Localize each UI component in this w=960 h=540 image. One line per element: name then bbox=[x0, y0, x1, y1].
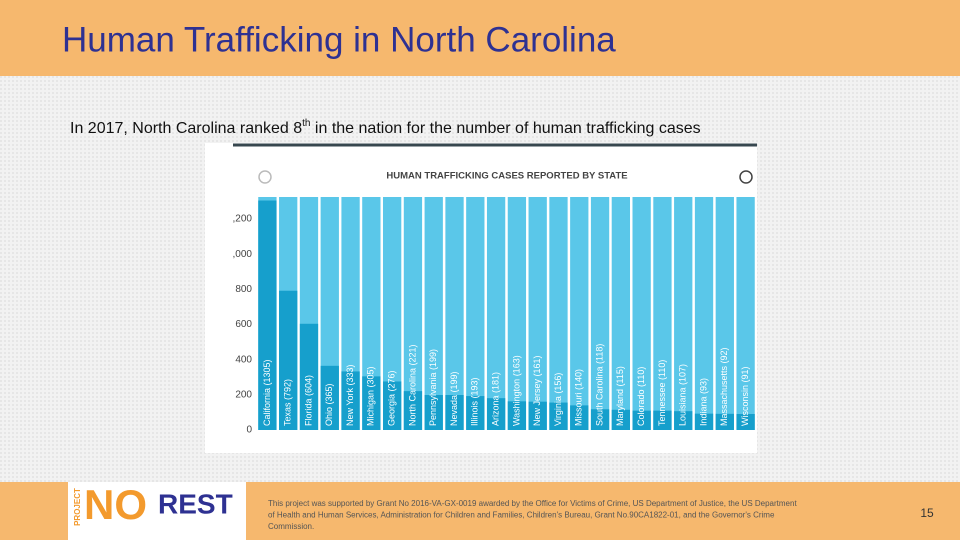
x-tick-label: Tennessee (110) bbox=[657, 360, 667, 426]
bar bbox=[320, 365, 339, 430]
x-tick-label: Massachusetts (92) bbox=[719, 347, 729, 426]
x-tick-label: Maryland (115) bbox=[615, 366, 625, 426]
y-tick-label: 800 bbox=[235, 284, 252, 295]
x-tick-label: Ohio (365) bbox=[324, 383, 334, 426]
bar-background bbox=[403, 197, 423, 430]
x-tick-label: New Jersey (161) bbox=[532, 355, 542, 426]
x-tick-label: California (1305) bbox=[262, 359, 272, 426]
bar-background bbox=[653, 197, 672, 430]
logo-no: NO bbox=[84, 481, 147, 528]
bar bbox=[611, 409, 631, 430]
bar bbox=[528, 401, 547, 430]
bar bbox=[674, 411, 693, 430]
logo-rest: REST bbox=[158, 488, 233, 519]
bar bbox=[570, 405, 589, 430]
bar-background bbox=[424, 197, 443, 430]
bar bbox=[590, 409, 610, 430]
next-arrow[interactable] bbox=[739, 170, 753, 184]
x-tick-label: Washington (163) bbox=[511, 355, 521, 426]
x-tick-label: Virginia (156) bbox=[553, 373, 563, 426]
footer-text: of Health and Human Services, Administra… bbox=[268, 511, 775, 520]
x-tick-label: Indiana (93) bbox=[698, 378, 708, 426]
bar-background bbox=[486, 197, 506, 430]
bar-background bbox=[715, 197, 734, 430]
x-tick-label: Missouri (140) bbox=[574, 369, 584, 426]
x-tick-label: Wisconsin (91) bbox=[740, 366, 750, 426]
bar-background bbox=[507, 197, 527, 430]
logo-project: PROJECT bbox=[73, 488, 82, 526]
x-tick-label: New York (333) bbox=[345, 364, 355, 426]
x-tick-label: Arizona (181) bbox=[490, 372, 500, 426]
bar bbox=[258, 200, 277, 430]
x-tick-label: Georgia (276) bbox=[387, 370, 397, 426]
bar bbox=[549, 402, 568, 430]
bar bbox=[736, 413, 755, 430]
bar-background bbox=[570, 197, 589, 430]
bar bbox=[653, 410, 672, 430]
footer-text: Commission. bbox=[268, 522, 314, 531]
bar bbox=[382, 381, 402, 430]
x-tick-label: South Carolina (118) bbox=[594, 344, 604, 426]
bar bbox=[299, 323, 319, 430]
x-tick-label: Texas (792) bbox=[283, 379, 293, 426]
bar-background bbox=[694, 197, 714, 430]
bar bbox=[694, 413, 714, 430]
bar-background bbox=[382, 197, 402, 430]
y-tick-label: ,200 bbox=[233, 214, 253, 225]
logo-box bbox=[68, 482, 246, 540]
bar-background bbox=[445, 197, 464, 430]
footer-text: This project was supported by Grant No 2… bbox=[268, 499, 797, 508]
bar bbox=[362, 376, 381, 430]
bar bbox=[632, 410, 651, 430]
bar bbox=[424, 395, 443, 430]
x-tick-label: Pennsylvania (199) bbox=[428, 349, 438, 426]
x-tick-label: Michigan (305) bbox=[366, 366, 376, 426]
bar-background bbox=[736, 197, 755, 430]
bar-background bbox=[362, 197, 381, 430]
intro-sup: th bbox=[302, 118, 310, 129]
y-tick-label: 0 bbox=[246, 425, 252, 436]
x-tick-label: North Carolina (221) bbox=[407, 344, 417, 426]
bar-background bbox=[611, 197, 631, 430]
x-tick-label: Louisiana (107) bbox=[678, 364, 688, 426]
slide-title: Human Trafficking in North Carolina bbox=[62, 20, 616, 59]
bar bbox=[466, 396, 485, 430]
intro-text: In 2017, North Carolina ranked 8 bbox=[70, 120, 302, 137]
y-tick-label: ,000 bbox=[233, 249, 253, 260]
x-tick-label: Nevada (199) bbox=[449, 371, 459, 426]
page-number: 15 bbox=[920, 506, 934, 520]
bar bbox=[445, 395, 464, 430]
bar bbox=[507, 401, 527, 430]
bar-background bbox=[674, 197, 693, 430]
y-tick-label: 600 bbox=[235, 319, 252, 330]
prev-arrow[interactable] bbox=[258, 170, 272, 184]
title-band bbox=[0, 0, 960, 76]
bar-background bbox=[632, 197, 651, 430]
y-tick-label: 200 bbox=[235, 389, 252, 400]
intro-text: in the nation for the number of human tr… bbox=[310, 120, 700, 137]
y-tick-label: 400 bbox=[235, 354, 252, 365]
x-tick-label: Colorado (110) bbox=[636, 367, 646, 426]
bar bbox=[486, 398, 506, 430]
x-tick-label: Illinois (193) bbox=[470, 377, 480, 426]
bar-background bbox=[590, 197, 610, 430]
intro: In 2017, North Carolina ranked 8th in th… bbox=[70, 118, 701, 138]
bar bbox=[279, 290, 298, 430]
bar bbox=[341, 371, 360, 430]
bar-background bbox=[549, 197, 568, 430]
bar-background bbox=[466, 197, 485, 430]
bar-background bbox=[528, 197, 547, 430]
x-tick-label: Florida (604) bbox=[303, 375, 313, 426]
bar bbox=[715, 413, 734, 430]
chart-title: HUMAN TRAFFICKING CASES REPORTED BY STAT… bbox=[386, 171, 627, 182]
bar bbox=[403, 391, 423, 430]
